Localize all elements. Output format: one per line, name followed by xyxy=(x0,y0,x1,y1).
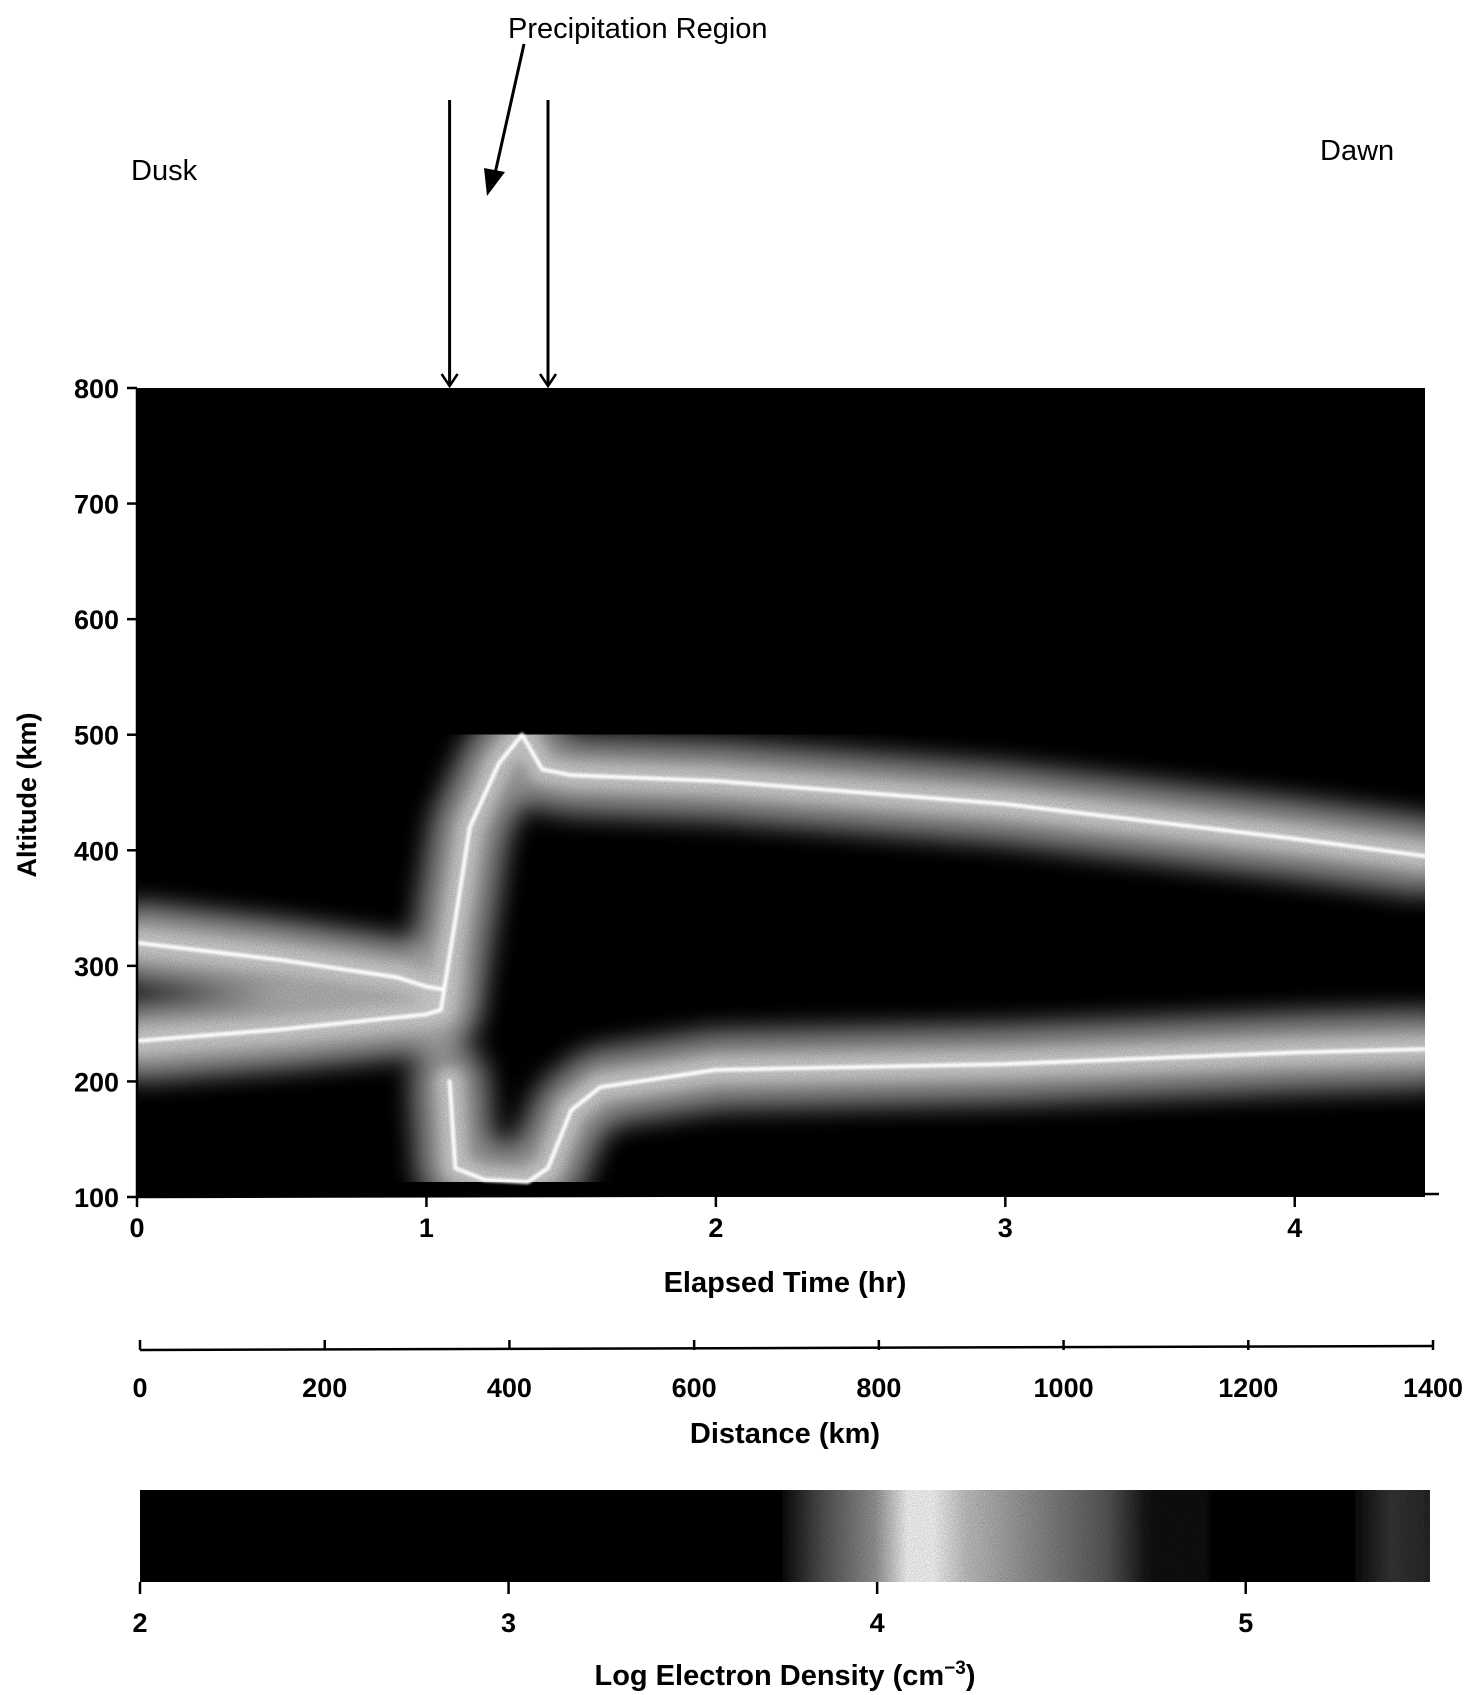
x-axis-line xyxy=(136,1192,1440,1199)
y-tick-label: 800 xyxy=(74,374,119,404)
precipitation-pointer-line xyxy=(492,43,526,179)
colorbar xyxy=(140,1490,1430,1582)
distance-axis-label: Distance (km) xyxy=(690,1418,880,1450)
y-axis: 100 200 300 400 500 600 700 800 xyxy=(74,374,139,1213)
y-axis-label: Altitude (km) xyxy=(12,713,42,878)
y-tick-label: 500 xyxy=(74,721,119,751)
colorbar-label: Log Electron Density (cm−3) xyxy=(594,1658,975,1692)
x-axis-label: Elapsed Time (hr) xyxy=(664,1267,907,1299)
distance-tick-label: 800 xyxy=(856,1373,901,1403)
x-axis: 0 1 2 3 4 xyxy=(129,1192,1440,1243)
x-tick-label: 0 xyxy=(129,1213,144,1243)
precipitation-arrows xyxy=(440,43,558,389)
heatmap-ridges xyxy=(137,732,1425,1184)
colorbar-tick-label: 4 xyxy=(870,1608,885,1638)
heatmap-plot xyxy=(137,388,1425,1197)
y-tick-label: 100 xyxy=(74,1183,119,1213)
y-tick-label: 400 xyxy=(74,836,119,866)
y-tick-label: 700 xyxy=(74,490,119,520)
y-tick-label: 600 xyxy=(74,605,119,635)
ridge-line-1 xyxy=(137,940,443,991)
distance-axis-line xyxy=(139,1344,1434,1352)
x-tick-label: 2 xyxy=(708,1213,723,1243)
distance-tick-label: 600 xyxy=(672,1373,717,1403)
dawn-label: Dawn xyxy=(1320,135,1394,167)
distance-tick-label: 1400 xyxy=(1403,1373,1463,1403)
y-tick-label: 200 xyxy=(74,1067,119,1097)
precipitation-pointer-arrowhead xyxy=(484,168,505,196)
precipitation-region-label: Precipitation Region xyxy=(508,13,768,45)
x-tick-label: 1 xyxy=(419,1213,434,1243)
ridge-line-2 xyxy=(137,1007,443,1043)
distance-tick-label: 400 xyxy=(487,1373,532,1403)
ridge-line-3 xyxy=(438,732,1425,1012)
ridge-line-4 xyxy=(447,1047,1425,1184)
precipitation-boundary-arrowhead-1 xyxy=(440,373,459,389)
distance-axis: 0 200 400 600 800 1000 1200 1400 xyxy=(132,1340,1463,1403)
distance-tick-label: 1200 xyxy=(1218,1373,1278,1403)
dusk-label: Dusk xyxy=(131,155,198,187)
colorbar-tick-label: 2 xyxy=(132,1608,147,1638)
distance-tick-label: 1000 xyxy=(1034,1373,1094,1403)
colorbar-tick-label: 5 xyxy=(1238,1608,1253,1638)
distance-tick-label: 0 xyxy=(132,1373,147,1403)
distance-tick-label: 200 xyxy=(302,1373,347,1403)
x-tick-label: 4 xyxy=(1287,1213,1302,1243)
colorbar-axis: 2 3 4 5 xyxy=(132,1582,1253,1638)
colorbar-tick-label: 3 xyxy=(501,1608,516,1638)
precipitation-boundary-arrowhead-2 xyxy=(538,373,558,389)
x-tick-label: 3 xyxy=(998,1213,1013,1243)
y-tick-label: 300 xyxy=(74,952,119,982)
